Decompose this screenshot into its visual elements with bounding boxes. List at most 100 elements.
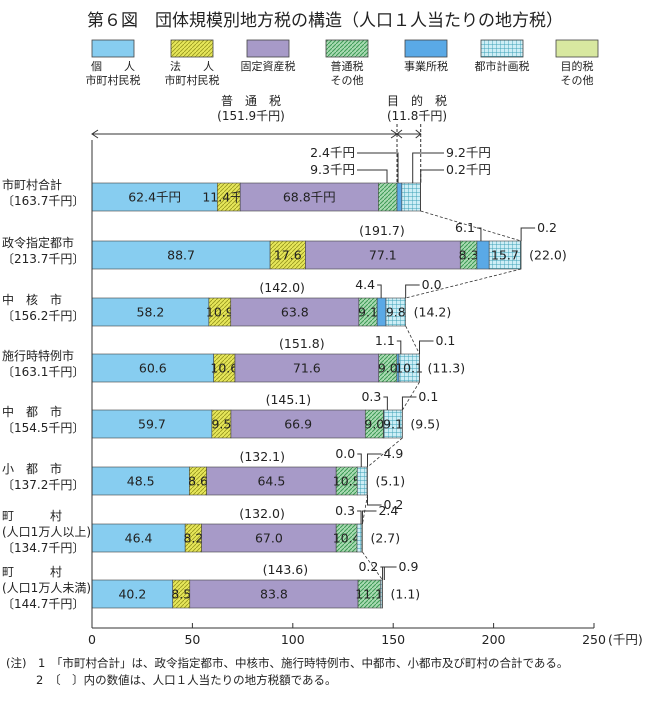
callout-line: [382, 566, 397, 580]
data-label-kotei: 71.6: [293, 361, 321, 376]
data-label-futsu_other: 8.3: [459, 248, 479, 263]
bar-segment-kotei: [189, 579, 359, 609]
callout-label: 0.2: [358, 559, 378, 574]
data-label-kotei: 64.5: [257, 474, 285, 489]
callout-label: 0.2: [383, 497, 403, 512]
legend-swatch-kojin: [91, 39, 135, 58]
category-label-2: 〔156.2千円〕: [2, 309, 84, 323]
data-label-futsu_other: 11.1: [355, 587, 383, 602]
mokuteki-total-label: (22.0): [529, 248, 567, 263]
callout-line: [520, 227, 536, 241]
legend-swatch-kotei: [246, 39, 290, 58]
legend-label-kojin: 個 人: [91, 60, 135, 73]
x-tick-label: 0: [88, 632, 96, 647]
callout-line: [357, 453, 362, 467]
bracket-futsu-label: 普 通 税: [221, 94, 281, 108]
footnote-2: 2 〔 〕内の数値は、人口１人当たりの地方税額である。: [36, 673, 336, 687]
bar-segment-kotei: [230, 409, 366, 439]
data-label-futsu_other: 9.0: [378, 361, 398, 376]
futsu-total-label: (132.1): [239, 449, 285, 464]
bracket-mokuteki-label: 目 的 税: [387, 93, 447, 108]
data-label-kotei: 77.1: [369, 248, 397, 263]
callout-line: [420, 169, 444, 183]
data-label-kojin: 46.4: [125, 531, 153, 546]
category-label-4: 〔154.5千円〕: [2, 421, 84, 435]
bar-row-2: 中 核 市〔156.2千円〕 58.2 10.9 63.8 9.1 9.8 (142.0) (…: [2, 277, 452, 355]
data-label-kojin: 62.4千円: [128, 190, 181, 205]
callout-label: 9.3千円: [310, 162, 355, 177]
category-label-0: 市町村合計: [2, 177, 62, 192]
bar-segment-toshi: [356, 466, 368, 496]
callout-label: 0.0: [335, 446, 355, 461]
bracket-mokuteki-value: (11.8千円): [387, 109, 447, 123]
data-label-toshi: 15.7: [491, 248, 519, 263]
data-label-futsu_other: 10.4: [333, 531, 361, 546]
data-label-toshi: 9.8: [386, 305, 406, 320]
callout-label: 0.2: [537, 220, 557, 235]
x-axis-unit: (千円): [608, 632, 643, 647]
bar-segment-jigyosho: [376, 297, 387, 327]
legend-label-futsu_other: 普通税: [331, 59, 364, 73]
data-label-kojin: 60.6: [139, 361, 167, 376]
callout-line: [366, 453, 382, 467]
category-label-7: 〔144.7千円〕: [2, 597, 84, 611]
bar-segment-kojin: [91, 466, 190, 496]
bar-segment-kojin: [91, 240, 271, 270]
mokuteki-total-label: (5.1): [375, 474, 405, 489]
category-label-7: 町 村: [2, 565, 62, 579]
callout-line: [412, 152, 444, 183]
category-label-5: 〔137.2千円〕: [2, 478, 84, 492]
bar-segment-toshi: [356, 523, 363, 553]
category-label-2: 中 核 市: [2, 292, 62, 307]
legend-swatch-futsu_other: [325, 39, 369, 58]
legend-swatch-jigyosho: [404, 39, 448, 58]
bar-segment-toshi: [401, 182, 421, 212]
callout-line: [383, 396, 388, 410]
data-label-futsu_other: 9.0: [364, 417, 384, 432]
data-label-kojin: 88.7: [167, 248, 195, 263]
mokuteki-total-label: (2.7): [370, 531, 400, 546]
connector-line: [420, 210, 522, 242]
bar-row-0: 市町村合計〔163.7千円〕 62.4千円 11.4千円 68.8千円2.4千円9.3…: [2, 145, 522, 242]
bar-segment-kotei: [230, 297, 360, 327]
data-label-kojin: 48.5: [127, 474, 155, 489]
connector-line: [367, 437, 403, 468]
callout-line: [419, 340, 434, 354]
mokuteki-total-label: (14.2): [414, 305, 452, 320]
legend-swatch-houjin: [170, 39, 214, 58]
callout-line: [401, 396, 417, 410]
legend-swatch-toshi: [480, 39, 524, 58]
callout-label: 0.1: [418, 389, 438, 404]
bar-segment-jigyosho: [396, 182, 403, 212]
legend-item-toshi: 都市計画税: [475, 39, 530, 73]
x-tick-label: 50: [184, 632, 200, 647]
callout-label: 4.4: [355, 277, 375, 292]
bar-segment-toshi: [488, 240, 522, 270]
category-label-7: (人口1万人未満): [2, 581, 91, 595]
data-label-kojin: 58.2: [137, 305, 165, 320]
category-label-6: 町 村: [2, 509, 62, 523]
x-axis: 0 50 100 150 200 250 (千円): [88, 140, 643, 647]
callout-label: 0.9: [399, 559, 419, 574]
category-label-1: 〔213.7千円〕: [2, 252, 84, 266]
data-label-houjin: 8.6: [188, 474, 208, 489]
callout-label: 0.1: [436, 333, 456, 348]
callout-label: 0.0: [422, 277, 442, 292]
data-label-houjin: 17.6: [274, 248, 302, 263]
bar-segment-futsu_other: [378, 182, 398, 212]
legend-label-jigyosho: 事業所税: [404, 59, 448, 73]
mokuteki-total-label: (11.3): [428, 361, 466, 376]
callout-label: 9.2千円: [446, 145, 491, 160]
bar-segment-kojin: [91, 579, 174, 609]
callout-label: 2.4千円: [310, 145, 355, 160]
category-label-6: (人口1万人以上): [2, 525, 91, 539]
callout-line: [377, 284, 382, 298]
callout-line: [405, 284, 420, 298]
mokuteki-total-label: (9.5): [410, 417, 440, 432]
category-label-6: 〔134.7千円〕: [2, 541, 84, 555]
mokuteki-total-label: (1.1): [391, 587, 421, 602]
legend-label-futsu_other: その他: [331, 74, 364, 87]
